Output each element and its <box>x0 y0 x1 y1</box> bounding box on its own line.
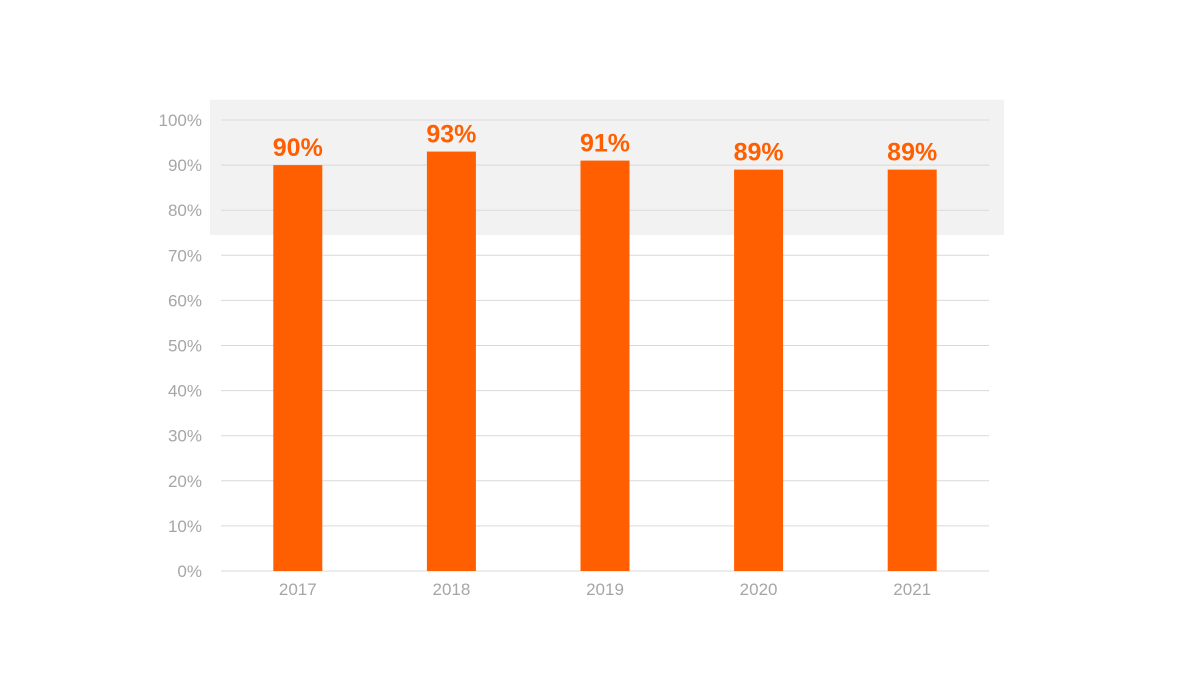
bar <box>426 151 476 571</box>
y-tick-label: 10% <box>168 517 202 536</box>
x-tick-label: 2021 <box>893 580 931 599</box>
y-tick-label: 40% <box>168 382 202 401</box>
bar <box>580 160 630 571</box>
x-tick-label: 2018 <box>432 580 470 599</box>
data-label: 89% <box>887 139 937 167</box>
x-axis-ticks: 2017 2018 2019 2020 2021 <box>279 580 931 599</box>
bar <box>734 169 784 572</box>
data-label: 91% <box>580 130 630 158</box>
bar <box>273 165 323 571</box>
y-tick-label: 0% <box>177 562 202 581</box>
y-tick-label: 20% <box>168 472 202 491</box>
y-tick-label: 100% <box>159 111 202 130</box>
y-axis-ticks: 0% 10% 20% 30% 40% 50% 60% 70% 80% 90% 100% <box>159 111 202 581</box>
y-tick-label: 30% <box>168 427 202 446</box>
bars <box>273 151 937 572</box>
data-label: 89% <box>734 139 784 167</box>
y-tick-label: 60% <box>168 291 202 310</box>
x-tick-label: 2019 <box>586 580 624 599</box>
y-tick-label: 90% <box>168 156 202 175</box>
bar <box>887 169 937 572</box>
x-tick-label: 2017 <box>279 580 317 599</box>
data-labels: 90% 93% 91% 89% 89% <box>273 121 937 167</box>
data-label: 93% <box>426 121 476 149</box>
x-tick-label: 2020 <box>740 580 778 599</box>
y-tick-label: 70% <box>168 246 202 265</box>
y-tick-label: 80% <box>168 201 202 220</box>
y-tick-label: 50% <box>168 337 202 356</box>
data-label: 90% <box>273 134 323 162</box>
